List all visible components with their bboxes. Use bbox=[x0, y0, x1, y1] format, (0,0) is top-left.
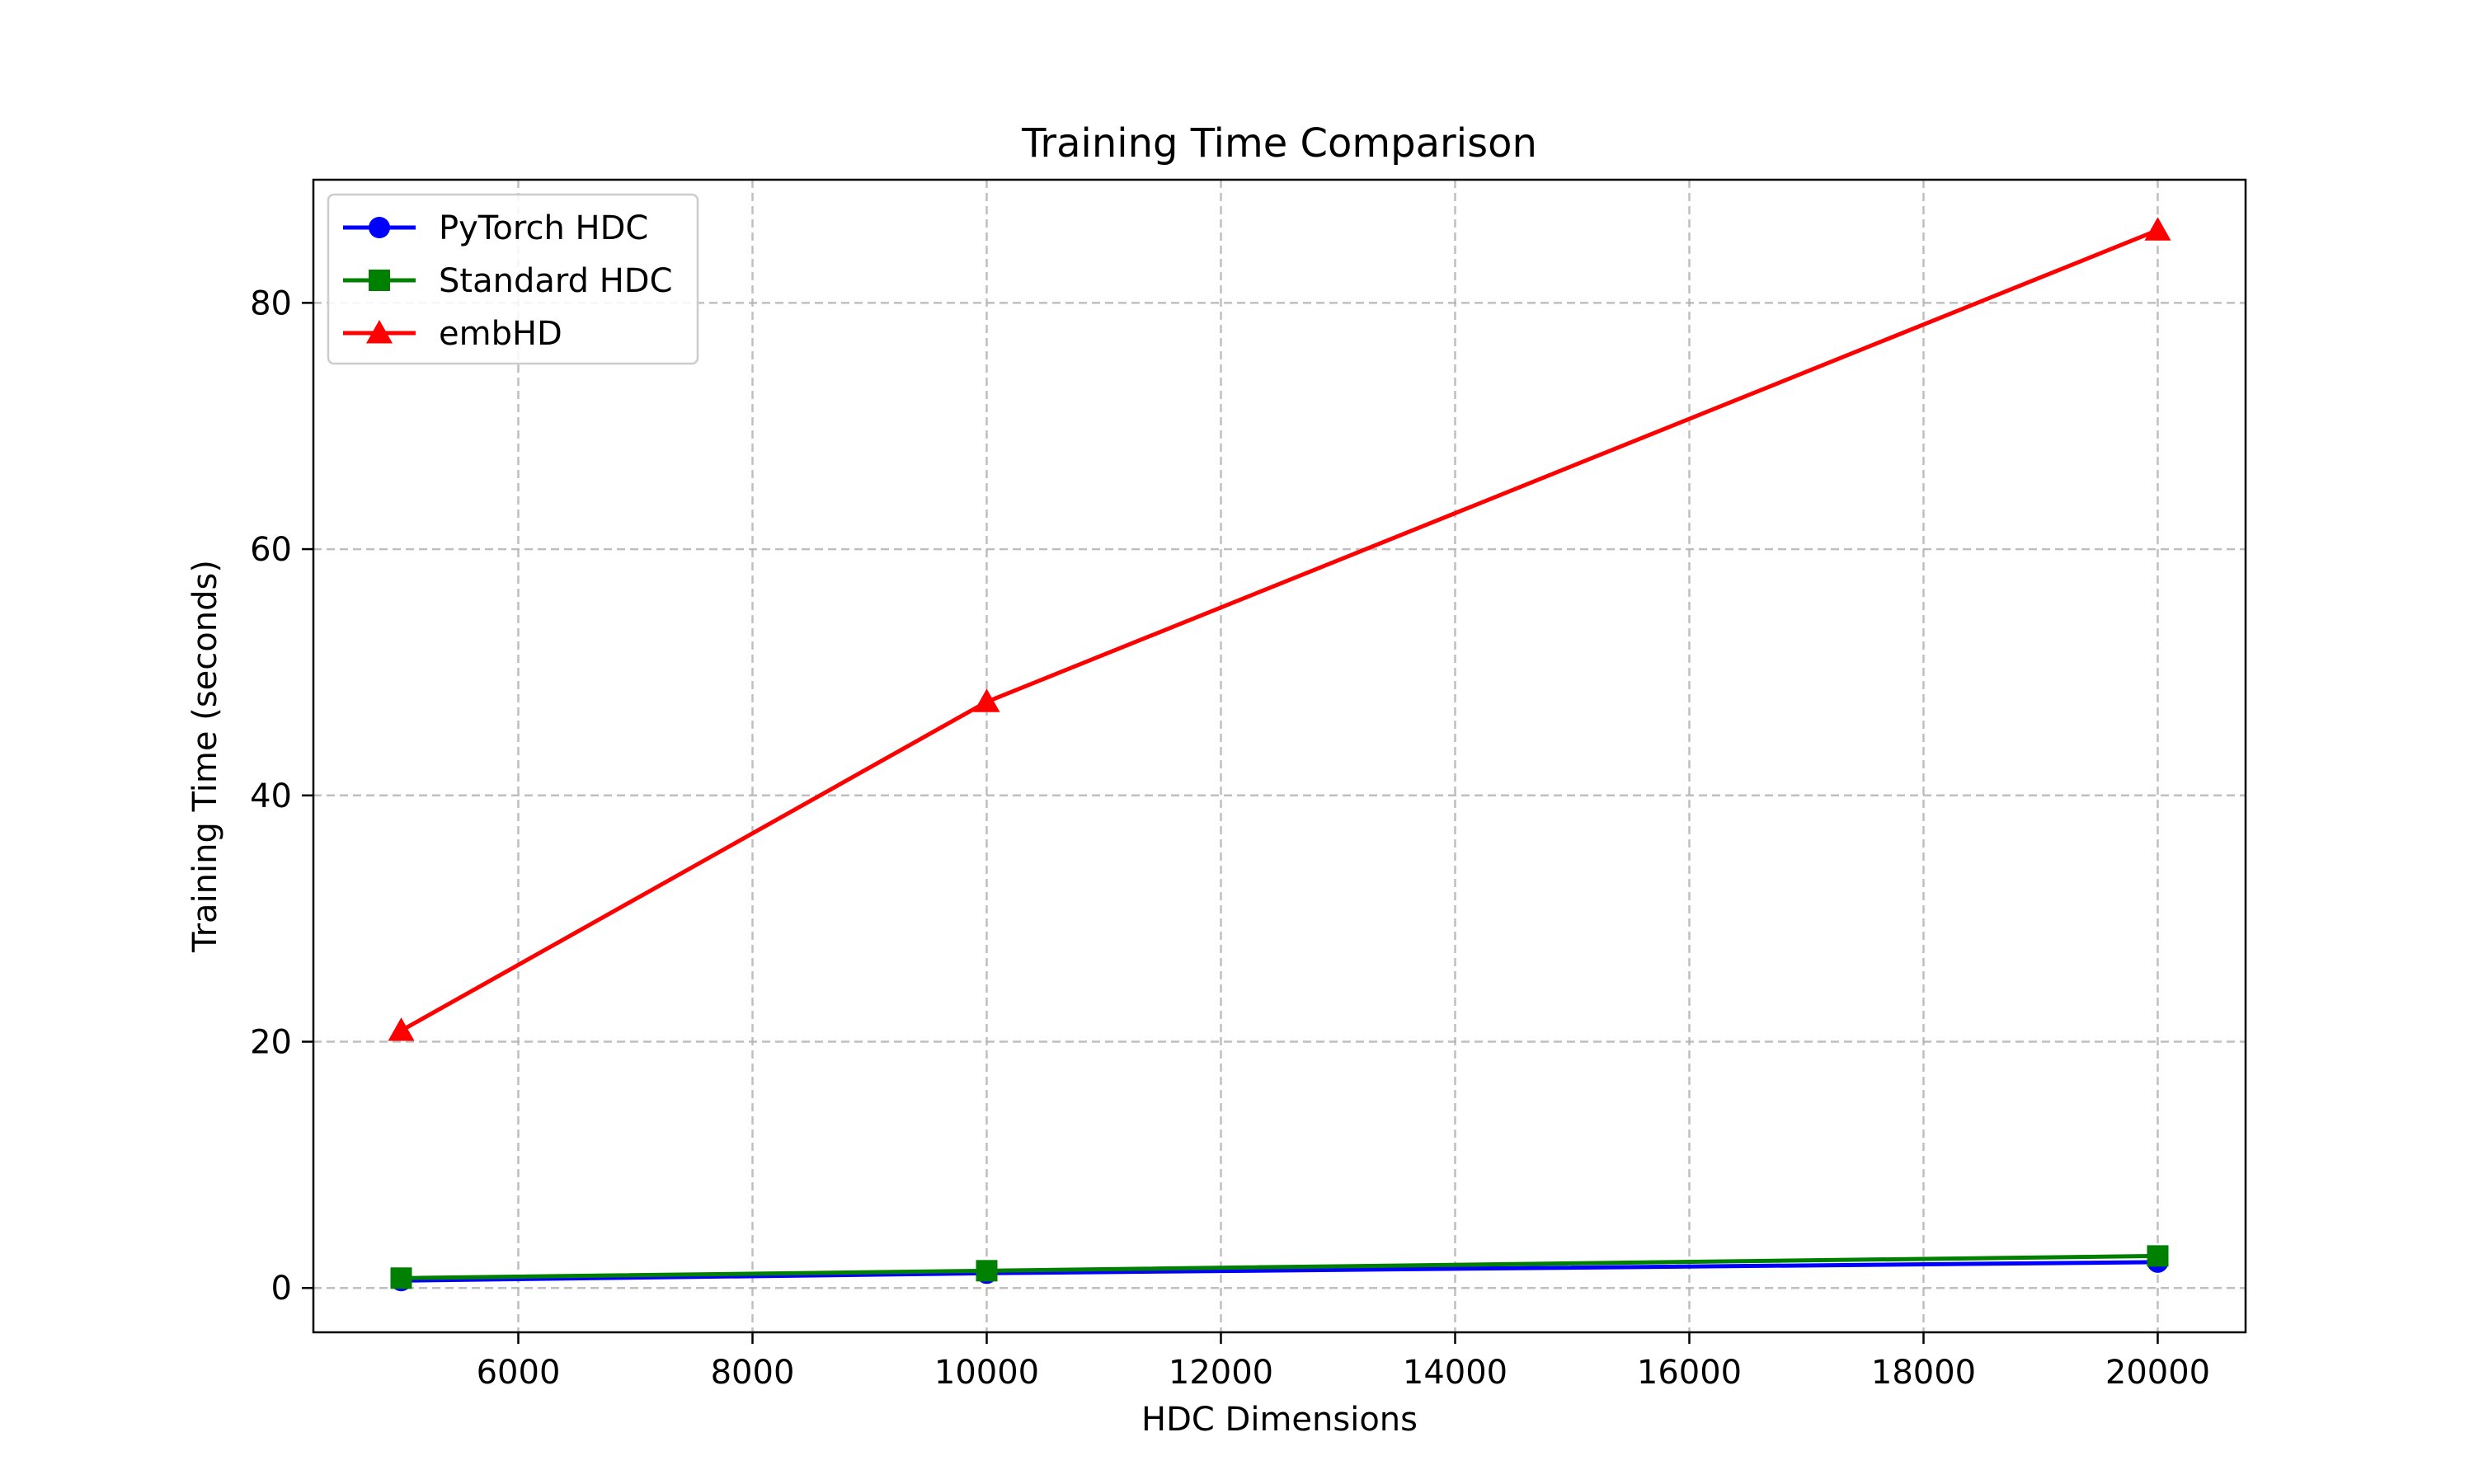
y-tick-label: 20 bbox=[250, 1024, 292, 1062]
x-axis: 6000 8000 10000 12000 14000 16000 18000 20000 bbox=[477, 1332, 2210, 1392]
plot-frame bbox=[312, 178, 2247, 1334]
data-point-standard-hdc bbox=[2147, 1245, 2169, 1267]
chart-title: Training Time Comparison bbox=[1021, 120, 1537, 167]
data-point-standard-hdc bbox=[390, 1267, 412, 1289]
x-tick-label: 12000 bbox=[1169, 1354, 1273, 1392]
legend-marker-pytorch-hdc bbox=[369, 217, 390, 238]
legend-label: embHD bbox=[439, 315, 562, 353]
legend-item-pytorch-hdc: PyTorch HDC bbox=[343, 209, 648, 247]
legend-marker-embhd bbox=[366, 320, 393, 344]
x-tick-label: 8000 bbox=[711, 1354, 795, 1392]
series-standard-hdc bbox=[390, 1245, 2169, 1289]
x-tick-label: 14000 bbox=[1403, 1354, 1507, 1392]
y-tick-label: 0 bbox=[271, 1270, 292, 1308]
y-tick-label: 80 bbox=[250, 284, 292, 322]
series-embhd bbox=[388, 217, 2171, 1041]
legend-marker-standard-hdc bbox=[369, 270, 390, 291]
x-axis-label: HDC Dimensions bbox=[1141, 1401, 1418, 1439]
legend-label: Standard HDC bbox=[439, 262, 673, 300]
y-axis: 0 20 40 60 80 bbox=[250, 284, 313, 1308]
data-point-embhd bbox=[2144, 217, 2171, 241]
legend-item-standard-hdc: Standard HDC bbox=[343, 262, 673, 300]
y-tick-label: 60 bbox=[250, 531, 292, 569]
legend-item-embhd: embHD bbox=[343, 315, 562, 353]
x-tick-label: 20000 bbox=[2105, 1354, 2210, 1392]
x-tick-label: 16000 bbox=[1637, 1354, 1742, 1392]
x-tick-label: 18000 bbox=[1871, 1354, 1976, 1392]
legend: PyTorch HDC Standard HDC embHD bbox=[327, 193, 699, 365]
x-tick-label: 10000 bbox=[934, 1354, 1039, 1392]
series-layer bbox=[388, 217, 2171, 1292]
legend-box bbox=[327, 193, 699, 365]
data-point-standard-hdc bbox=[976, 1260, 998, 1282]
data-point-embhd bbox=[388, 1017, 415, 1041]
y-tick-label: 40 bbox=[250, 777, 292, 815]
data-point-embhd bbox=[973, 688, 1000, 712]
x-tick-label: 6000 bbox=[477, 1354, 561, 1392]
y-axis-label: Training Time (seconds) bbox=[186, 560, 224, 953]
legend-label: PyTorch HDC bbox=[439, 209, 648, 247]
